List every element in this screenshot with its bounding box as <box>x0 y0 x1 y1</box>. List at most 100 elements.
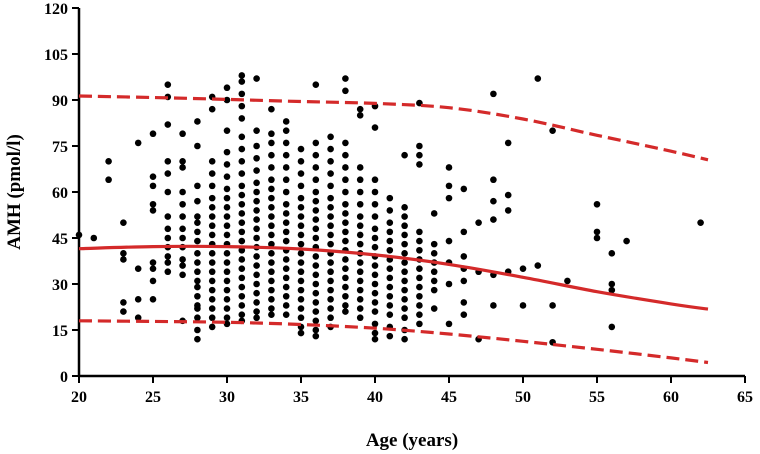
data-point <box>342 200 349 208</box>
data-point <box>430 305 438 312</box>
data-point <box>149 265 157 272</box>
data-point <box>460 185 468 193</box>
data-point <box>386 292 394 300</box>
data-point <box>490 176 497 184</box>
data-point <box>282 237 290 245</box>
y-tick-label: 0 <box>60 369 68 386</box>
data-point <box>208 323 216 331</box>
data-point <box>179 225 186 233</box>
data-point <box>164 259 172 266</box>
data-point <box>194 283 201 291</box>
data-point <box>386 265 394 272</box>
data-point <box>416 151 423 159</box>
data-point <box>238 102 246 110</box>
data-point <box>253 127 260 134</box>
data-point <box>120 308 127 315</box>
data-point <box>386 311 394 318</box>
data-point <box>164 158 172 165</box>
upper-bound-curve <box>78 94 709 162</box>
data-point <box>386 194 394 202</box>
data-point <box>312 207 320 214</box>
data-point <box>282 210 290 217</box>
data-point <box>564 277 571 285</box>
data-point <box>297 250 305 257</box>
data-point <box>282 176 290 184</box>
data-point <box>223 148 231 156</box>
data-point <box>534 262 542 269</box>
data-point <box>371 289 379 297</box>
data-point <box>549 127 556 134</box>
data-point <box>327 222 334 230</box>
data-point <box>430 250 438 257</box>
data-point <box>593 234 601 242</box>
data-point <box>312 280 320 288</box>
data-point <box>208 158 216 165</box>
x-tick-label: 25 <box>145 389 161 406</box>
data-point <box>623 237 630 245</box>
data-point <box>297 145 305 153</box>
data-point <box>297 259 305 266</box>
data-point <box>253 234 260 242</box>
data-point <box>268 305 275 312</box>
data-point <box>282 311 290 318</box>
data-point <box>194 237 201 245</box>
data-point <box>342 274 349 282</box>
data-point <box>149 277 157 285</box>
data-point <box>312 164 320 171</box>
data-point <box>238 311 246 318</box>
x-tick-label: 40 <box>367 389 383 406</box>
data-point <box>312 216 320 223</box>
data-point <box>268 296 275 303</box>
data-point <box>490 216 497 223</box>
data-point <box>371 262 379 269</box>
data-point <box>179 271 186 279</box>
x-tick-label: 50 <box>515 389 531 406</box>
data-point <box>282 200 290 208</box>
data-point <box>312 289 320 297</box>
data-point <box>268 213 275 220</box>
data-point <box>371 200 379 208</box>
data-point <box>327 259 334 266</box>
data-point <box>223 250 231 257</box>
data-point <box>312 188 320 196</box>
data-point <box>297 231 305 239</box>
data-point <box>327 194 334 202</box>
data-point <box>356 259 364 266</box>
data-point <box>238 78 246 85</box>
data-point <box>312 299 320 306</box>
data-point <box>149 296 157 303</box>
data-point <box>356 240 364 248</box>
data-point <box>401 151 408 159</box>
x-tick-label: 65 <box>737 389 753 406</box>
data-point <box>164 121 172 128</box>
data-point <box>593 228 601 236</box>
data-point <box>386 237 394 245</box>
data-point <box>504 207 512 214</box>
data-point <box>342 256 349 263</box>
data-point <box>608 250 616 257</box>
data-point <box>312 151 320 159</box>
data-point <box>164 225 172 233</box>
data-point <box>268 250 275 257</box>
data-point <box>327 182 334 190</box>
data-point <box>194 292 201 300</box>
data-point <box>327 213 334 220</box>
data-point <box>386 332 394 340</box>
data-point <box>416 237 423 245</box>
data-point <box>297 204 305 211</box>
data-point <box>430 286 438 294</box>
y-tick-label: 60 <box>52 185 68 202</box>
data-point <box>238 219 246 226</box>
data-point <box>371 271 379 279</box>
data-point <box>134 265 142 272</box>
data-point <box>327 158 334 165</box>
data-point <box>356 112 364 119</box>
data-point <box>223 305 231 312</box>
data-point <box>297 286 305 294</box>
data-point <box>164 188 172 196</box>
data-point <box>223 127 231 134</box>
data-point <box>416 274 423 282</box>
data-point <box>238 158 246 165</box>
x-tick-label: 45 <box>441 389 457 406</box>
